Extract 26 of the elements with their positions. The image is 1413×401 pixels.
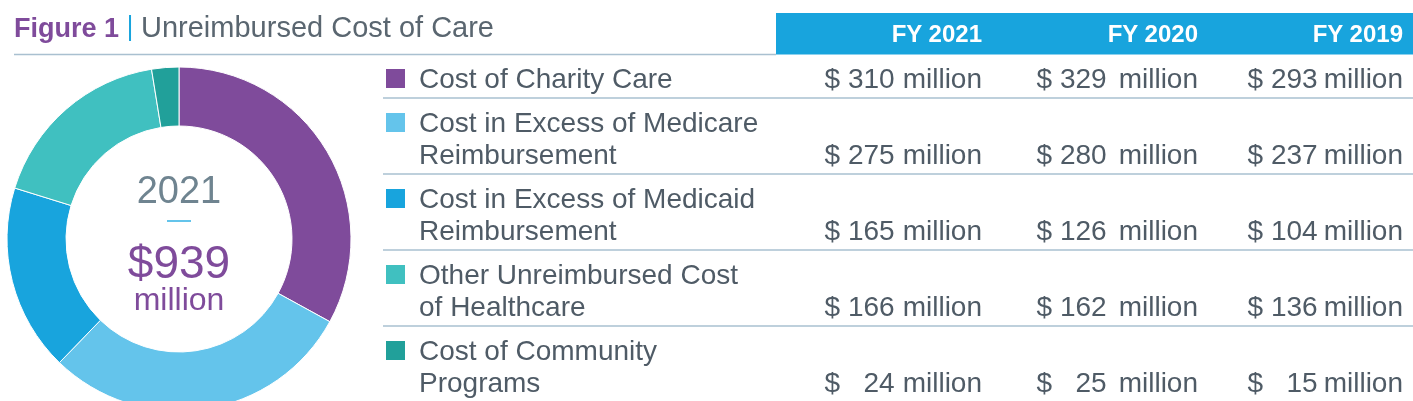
data-label: $ 15 million [1247,367,1404,398]
data-label: $ 329 million [1036,63,1199,94]
legend-label: Cost of Community Programs [419,335,658,398]
text: 2021 [136,169,222,211]
data-label: $ 162 million [1036,291,1199,322]
data-label: $ 237 million [1247,139,1404,170]
text: FY 2019 [1312,20,1403,47]
legend-label: Cost in Excess of Medicare Reimbursement [419,107,759,170]
data-label: $ 275 million [824,139,983,170]
data-label: $ 104 million [1247,215,1404,246]
legend-label: Cost in Excess of Medicaid Reimbursement [419,183,756,246]
data-label: $ 280 million [1036,139,1199,170]
slice-label: FY 2021 [891,20,982,47]
text: FY 2020 [1107,20,1198,47]
data-label: $ 166 million [824,291,983,322]
data-label: $ 136 million [1247,291,1404,322]
data-label: $ 25 million [1036,367,1199,398]
chart-subtitle: Unreimbursed Cost of Care [141,11,494,43]
data-label: $ 310 million [824,63,983,94]
data-label: $ 126 million [1036,215,1199,246]
legend-label: Cost of Charity Care [419,63,673,94]
legend-label: Other Unreimbursed Cost of Healthcare [419,259,739,322]
data-label: $ 165 million [824,215,983,246]
data-label: $ 24 million [824,367,983,398]
data-label: $ 293 million [1247,63,1404,94]
chart-title: Figure 1 [14,13,120,43]
